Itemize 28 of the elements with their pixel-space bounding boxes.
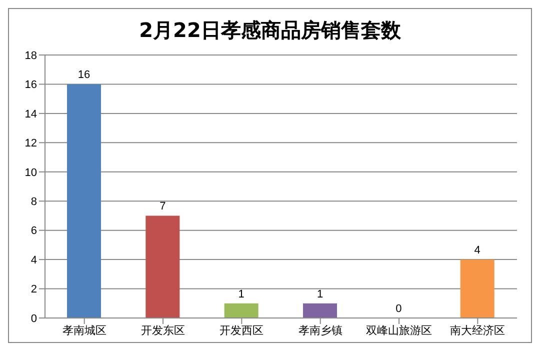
y-tick-label: 4 [30,254,37,266]
y-tick-label: 10 [24,166,37,179]
data-label: 4 [474,244,480,257]
data-label: 7 [160,200,166,213]
bar [146,216,180,318]
data-label: 1 [316,288,324,300]
data-label: 1 [238,288,244,300]
x-tick-label: 孝南城区 [62,324,106,337]
y-tick-label: 18 [24,50,37,62]
x-tick-label: 南大经济区 [450,324,506,337]
bar [303,303,337,318]
y-tick-label: 12 [24,138,37,150]
data-label: 16 [78,69,90,82]
x-tick-label: 开发东区 [141,324,185,337]
x-tick-label: 双峰山旅游区 [366,324,432,337]
chart-title: 2月22日孝感商品房销售套数 [138,17,402,44]
y-tick-label: 0 [30,312,37,325]
bar [224,303,258,318]
y-tick-label: 6 [30,225,37,238]
y-tick-label: 8 [30,196,37,208]
y-tick-label: 2 [30,284,37,296]
x-tick-label: 开发西区 [220,324,264,337]
x-tick-label: 孝南乡镇 [298,324,342,337]
bar [460,260,494,318]
bar [67,84,101,318]
data-label: 0 [396,303,402,315]
y-tick-label: 16 [24,79,37,92]
y-tick-label: 14 [24,108,37,120]
